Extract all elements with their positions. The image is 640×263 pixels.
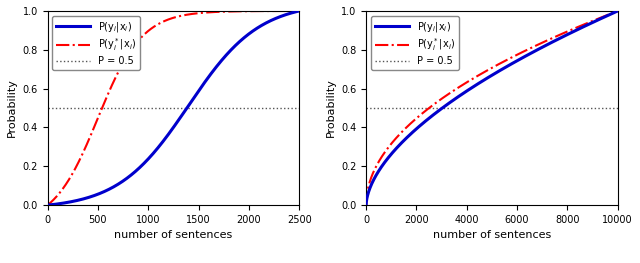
P(y$_i$|x$_i$) [140, 162, 148, 165]
P(y$_i$|x$_i$) [296, 9, 303, 13]
P(y$_i^*$|x$_i$) [263, 9, 271, 13]
Legend: P(y$_i$|x$_i$), P(y$_i^*$|x$_i$), P = 0.5: P(y$_i$|x$_i$), P(y$_i^*$|x$_i$), P = 0.… [371, 16, 459, 70]
X-axis label: number of sentences: number of sentences [115, 230, 232, 240]
P(y$_i^*$|x$_i$) [391, 138, 399, 141]
Line: P(y$_i^*$|x$_i$): P(y$_i^*$|x$_i$) [366, 11, 618, 205]
P(y$_i$|x$_i$) [582, 24, 589, 27]
P(y$_i$|x$_i$) [151, 150, 159, 153]
Line: P(y$_i^*$|x$_i$): P(y$_i^*$|x$_i$) [47, 11, 300, 205]
P(y$_i^*$|x$_i$) [44, 204, 51, 207]
P(y$_i^*$|x$_i$) [296, 9, 303, 13]
P = 0.5 [362, 107, 370, 110]
P(y$_i$|x$_i$) [614, 9, 621, 13]
Y-axis label: Probability: Probability [326, 79, 335, 138]
P(y$_i^*$|x$_i$) [609, 11, 616, 14]
P(y$_i$|x$_i$) [470, 85, 477, 88]
P(y$_i$|x$_i$) [459, 92, 467, 95]
P(y$_i$|x$_i$) [88, 195, 95, 198]
X-axis label: number of sentences: number of sentences [433, 230, 551, 240]
P(y$_i^*$|x$_i$) [470, 77, 477, 80]
P(y$_i^*$|x$_i$) [291, 9, 298, 13]
P(y$_i^*$|x$_i$) [582, 22, 589, 25]
P(y$_i$|x$_i$) [362, 204, 370, 207]
P(y$_i$|x$_i$) [72, 199, 80, 202]
Line: P(y$_i$|x$_i$): P(y$_i$|x$_i$) [47, 11, 300, 205]
P(y$_i$|x$_i$) [263, 21, 271, 24]
P(y$_i^*$|x$_i$) [151, 24, 159, 28]
P(y$_i$|x$_i$) [44, 204, 51, 207]
Line: P(y$_i$|x$_i$): P(y$_i$|x$_i$) [366, 11, 618, 205]
P(y$_i$|x$_i$) [609, 12, 616, 15]
P = 0.5 [44, 107, 52, 110]
Legend: P(y$_i$|x$_i$), P(y$_i^*$|x$_i$), P = 0.5: P(y$_i$|x$_i$), P(y$_i^*$|x$_i$), P = 0.… [52, 16, 140, 70]
P(y$_i^*$|x$_i$) [88, 133, 95, 136]
P(y$_i^*$|x$_i$) [614, 9, 621, 13]
P(y$_i$|x$_i$) [406, 133, 413, 136]
P = 0.5 [362, 107, 370, 110]
P(y$_i^*$|x$_i$) [406, 123, 413, 126]
P(y$_i^*$|x$_i$) [72, 165, 80, 168]
P(y$_i^*$|x$_i$) [140, 33, 148, 36]
P = 0.5 [44, 107, 51, 110]
Y-axis label: Probability: Probability [7, 79, 17, 138]
P(y$_i$|x$_i$) [391, 148, 399, 151]
P(y$_i$|x$_i$) [291, 11, 298, 14]
P(y$_i^*$|x$_i$) [459, 83, 467, 87]
P(y$_i^*$|x$_i$) [362, 204, 370, 207]
